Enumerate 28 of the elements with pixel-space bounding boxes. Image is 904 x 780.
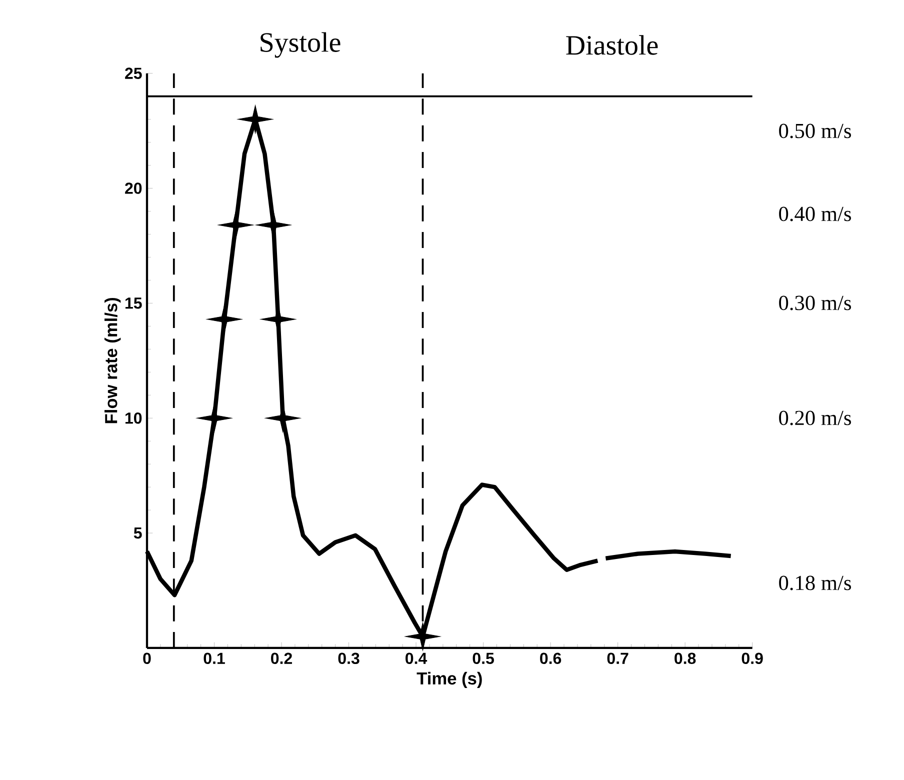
x-tick-label: 0.4 — [406, 652, 428, 664]
text: Diastole — [566, 35, 658, 55]
y-tick-label: 15 — [126, 298, 142, 309]
x-tick-label: 0.8 — [674, 652, 696, 664]
x-tick-label: 0 — [143, 652, 151, 664]
y-tick-label: 5 — [134, 527, 142, 539]
x-tick-label: 0.7 — [607, 652, 628, 664]
x-tick-label: 0.3 — [338, 652, 360, 664]
point — [238, 105, 273, 134]
text: Systole — [260, 32, 340, 58]
text: 0.18 m/s — [779, 576, 851, 590]
x-tick-label: 0.5 — [472, 652, 494, 664]
point — [405, 622, 440, 651]
text: 0.30 m/s — [779, 296, 851, 310]
text: 0.50 m/s — [779, 124, 851, 138]
x-tick-label: 0.6 — [540, 652, 562, 664]
x-tick-label: 0.9 — [742, 652, 763, 664]
y-axis-title: Flow rate (ml/s) — [104, 298, 121, 424]
x-tick-label: 0.1 — [204, 652, 225, 664]
x-tick-label: 0.2 — [271, 652, 292, 664]
y-tick-label: 10 — [126, 412, 142, 424]
text: 0.40 m/s — [779, 206, 851, 222]
point — [218, 210, 254, 240]
y-tick-label: 20 — [125, 182, 142, 194]
point — [206, 305, 242, 334]
y-tick-label: 25 — [125, 68, 142, 79]
x-axis-title: Time (s) — [416, 672, 482, 688]
text: 0.20 m/s — [779, 410, 851, 426]
